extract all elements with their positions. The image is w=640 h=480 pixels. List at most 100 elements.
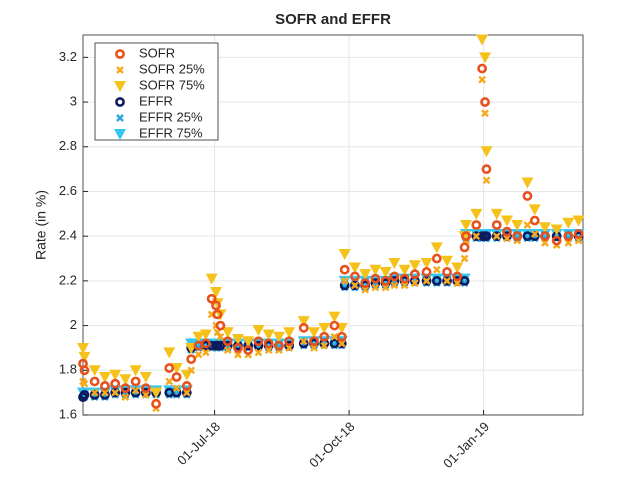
- marker-x: [216, 332, 225, 341]
- marker-circle: [200, 338, 211, 349]
- marker-triangle: [348, 262, 361, 274]
- marker-circle: [120, 383, 131, 394]
- marker-x: [411, 279, 419, 287]
- marker-x: [330, 332, 339, 341]
- marker-x: [187, 366, 196, 375]
- marker-circle: [110, 387, 121, 398]
- marker-x: [165, 377, 174, 386]
- marker-x: [443, 277, 451, 285]
- marker-x: [351, 281, 359, 290]
- x-tick-label: 01-Jan-19: [440, 419, 492, 471]
- y-tick-label: 2: [70, 317, 77, 332]
- marker-circle: [140, 383, 151, 394]
- marker-circle: [389, 271, 400, 282]
- marker-triangle: [430, 273, 443, 285]
- marker-circle: [263, 338, 274, 349]
- y-tick-label: 3.2: [59, 49, 77, 64]
- marker-x: [460, 254, 469, 263]
- marker-x: [390, 281, 399, 290]
- marker-triangle: [359, 269, 372, 281]
- y-tick-label: 2.6: [59, 183, 77, 198]
- chart-title: SOFR and EFFR: [275, 11, 391, 28]
- marker-x: [264, 346, 273, 355]
- marker-triangle: [88, 365, 101, 377]
- y-tick-label: 1.6: [59, 406, 77, 421]
- legend-label: EFFR 25%: [139, 109, 203, 124]
- marker-x: [234, 350, 242, 359]
- marker-circle: [339, 264, 350, 275]
- marker-triangle: [307, 327, 320, 339]
- marker-x: [299, 337, 308, 346]
- marker-triangle: [451, 262, 464, 274]
- marker-circle: [186, 354, 197, 365]
- marker-x: [574, 236, 583, 245]
- marker-x: [121, 393, 130, 401]
- marker-circle: [551, 235, 562, 246]
- marker-triangle: [479, 52, 492, 64]
- marker-circle: [100, 381, 110, 391]
- x-tick-label: 01-Jul-18: [174, 419, 223, 468]
- marker-triangle: [511, 220, 524, 231]
- marker-circle: [452, 271, 463, 282]
- marker-circle: [459, 242, 470, 253]
- marker-x: [503, 234, 511, 243]
- marker-circle: [164, 363, 175, 373]
- marker-x: [223, 346, 232, 355]
- marker-circle: [480, 97, 490, 107]
- marker-circle: [522, 191, 533, 201]
- marker-x: [90, 388, 99, 397]
- marker-x: [361, 285, 370, 294]
- marker-triangle: [538, 222, 551, 234]
- marker-circle: [319, 331, 330, 342]
- marker-triangle: [119, 374, 132, 386]
- marker-x: [101, 388, 109, 397]
- marker-triangle: [480, 146, 493, 158]
- marker-triangle: [490, 228, 503, 240]
- marker-circle: [350, 271, 360, 282]
- marker-circle: [370, 273, 381, 284]
- marker-triangle: [170, 385, 183, 397]
- marker-circle: [529, 215, 540, 226]
- legend-label: SOFR: [139, 45, 175, 60]
- marker-x: [80, 379, 89, 388]
- marker-circle: [115, 97, 125, 107]
- marker-circle: [233, 343, 243, 353]
- marker-triangle: [109, 385, 122, 397]
- marker-circle: [380, 275, 391, 286]
- marker-x: [481, 109, 489, 118]
- legend-label: EFFR: [139, 93, 173, 108]
- axes-frame: [82, 34, 584, 416]
- marker-x: [116, 114, 124, 122]
- marker-triangle: [205, 273, 218, 285]
- legend-label: SOFR 25%: [139, 61, 205, 76]
- marker-circle: [477, 63, 488, 74]
- marker-triangle: [192, 331, 205, 343]
- y-tick-label: 2.2: [59, 272, 77, 287]
- marker-x: [530, 230, 539, 238]
- marker-x: [111, 388, 120, 397]
- marker-triangle: [114, 81, 126, 92]
- marker-triangle: [379, 266, 392, 278]
- marker-circle: [329, 320, 340, 331]
- marker-triangle: [490, 208, 503, 220]
- marker-x: [400, 281, 409, 290]
- marker-circle: [431, 275, 442, 286]
- marker-x: [422, 277, 431, 285]
- marker-triangle: [572, 215, 585, 227]
- marker-triangle: [272, 331, 285, 343]
- marker-triangle: [242, 336, 255, 348]
- marker-circle: [399, 273, 410, 284]
- marker-circle: [79, 389, 90, 400]
- marker-circle: [253, 340, 264, 351]
- marker-circle: [130, 376, 141, 387]
- marker-circle: [421, 275, 432, 286]
- marker-x: [131, 386, 140, 395]
- marker-triangle: [77, 342, 89, 354]
- marker-triangle: [199, 329, 212, 341]
- marker-triangle: [562, 217, 575, 229]
- marker-x: [482, 176, 491, 185]
- marker-triangle: [562, 228, 575, 240]
- marker-circle: [481, 164, 492, 175]
- marker-x: [492, 232, 501, 241]
